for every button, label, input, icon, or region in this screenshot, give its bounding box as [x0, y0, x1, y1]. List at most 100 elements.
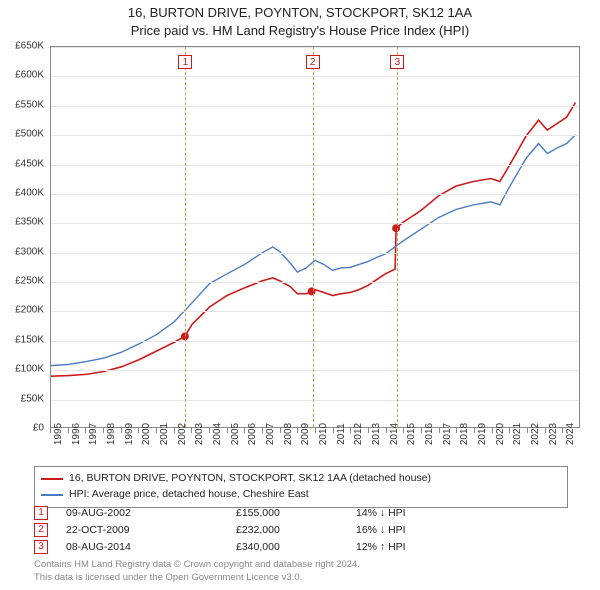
x-tick	[421, 428, 422, 433]
x-tick	[368, 428, 369, 433]
y-axis-label: £100K	[15, 364, 44, 375]
legend: 16, BURTON DRIVE, POYNTON, STOCKPORT, SK…	[34, 466, 568, 508]
event-num-box-2: 3	[34, 540, 48, 554]
y-gridline	[51, 76, 579, 77]
sale-marker	[308, 287, 316, 295]
events-table: 1 09-AUG-2002 £155,000 14% ↓ HPI 2 22-OC…	[34, 505, 568, 555]
event-price-0: £155,000	[236, 505, 356, 522]
event-flag: 1	[178, 55, 192, 69]
event-price-2: £340,000	[236, 539, 356, 556]
y-axis-label: £200K	[15, 305, 44, 316]
x-tick	[386, 428, 387, 433]
event-num-0: 1	[38, 505, 44, 521]
y-axis-label: £0	[33, 423, 44, 434]
event-num-1: 2	[38, 522, 44, 538]
y-gridline	[51, 341, 579, 342]
legend-swatch-0	[41, 478, 63, 480]
x-tick	[174, 428, 175, 433]
x-tick	[121, 428, 122, 433]
y-gridline	[51, 253, 579, 254]
event-num-box-0: 1	[34, 506, 48, 520]
y-gridline	[51, 165, 579, 166]
y-axis-label: £450K	[15, 158, 44, 169]
x-tick	[439, 428, 440, 433]
legend-swatch-1	[41, 494, 63, 496]
legend-item-0: 16, BURTON DRIVE, POYNTON, STOCKPORT, SK…	[41, 471, 561, 487]
event-num-2: 3	[38, 539, 44, 555]
y-gridline	[51, 223, 579, 224]
x-tick	[244, 428, 245, 433]
y-axis-label: £400K	[15, 187, 44, 198]
y-gridline	[51, 370, 579, 371]
y-axis-label: £250K	[15, 276, 44, 287]
title-block: 16, BURTON DRIVE, POYNTON, STOCKPORT, SK…	[0, 0, 600, 39]
x-tick	[509, 428, 510, 433]
footer-note: Contains HM Land Registry data © Crown c…	[34, 559, 360, 585]
y-gridline	[51, 106, 579, 107]
x-tick	[68, 428, 69, 433]
event-date-0: 09-AUG-2002	[66, 505, 236, 522]
x-tick	[350, 428, 351, 433]
y-axis-labels: £0£50K£100K£150K£200K£250K£300K£350K£400…	[0, 46, 48, 428]
plot-area: 1 2 3	[50, 46, 580, 428]
x-tick	[209, 428, 210, 433]
y-axis-label: £650K	[15, 41, 44, 52]
footer-line-2: This data is licensed under the Open Gov…	[34, 572, 360, 585]
title-line-2: Price paid vs. HM Land Registry's House …	[0, 22, 600, 40]
x-tick	[315, 428, 316, 433]
x-tick	[456, 428, 457, 433]
event-vline	[397, 47, 398, 427]
y-axis-label: £50K	[21, 393, 44, 404]
x-tick	[103, 428, 104, 433]
y-axis-label: £600K	[15, 70, 44, 81]
x-tick	[280, 428, 281, 433]
x-tick	[156, 428, 157, 433]
y-axis-label: £550K	[15, 99, 44, 110]
x-tick	[227, 428, 228, 433]
x-tick	[474, 428, 475, 433]
legend-item-1: HPI: Average price, detached house, Ches…	[41, 487, 561, 503]
event-pct-0: 14% ↓ HPI	[356, 505, 406, 522]
x-axis-label: 2024	[565, 423, 593, 445]
y-gridline	[51, 194, 579, 195]
legend-label-1: HPI: Average price, detached house, Ches…	[69, 487, 309, 503]
y-gridline	[51, 311, 579, 312]
x-tick	[262, 428, 263, 433]
event-num-box-1: 2	[34, 523, 48, 537]
event-row-0: 1 09-AUG-2002 £155,000 14% ↓ HPI	[34, 505, 568, 522]
event-price-1: £232,000	[236, 522, 356, 539]
event-flag: 3	[390, 55, 404, 69]
footer-line-1: Contains HM Land Registry data © Crown c…	[34, 559, 360, 572]
event-row-2: 3 08-AUG-2014 £340,000 12% ↑ HPI	[34, 539, 568, 556]
event-date-2: 08-AUG-2014	[66, 539, 236, 556]
x-tick	[85, 428, 86, 433]
y-axis-label: £150K	[15, 334, 44, 345]
event-pct-1: 16% ↓ HPI	[356, 522, 406, 539]
x-tick	[527, 428, 528, 433]
x-tick	[492, 428, 493, 433]
event-date-1: 22-OCT-2009	[66, 522, 236, 539]
event-row-1: 2 22-OCT-2009 £232,000 16% ↓ HPI	[34, 522, 568, 539]
chart-container: 16, BURTON DRIVE, POYNTON, STOCKPORT, SK…	[0, 0, 600, 590]
y-axis-label: £500K	[15, 129, 44, 140]
event-flag: 2	[306, 55, 320, 69]
x-tick	[403, 428, 404, 433]
x-tick	[191, 428, 192, 433]
x-tick	[50, 428, 51, 433]
y-gridline	[51, 400, 579, 401]
event-pct-2: 12% ↑ HPI	[356, 539, 406, 556]
y-gridline	[51, 47, 579, 48]
x-tick	[138, 428, 139, 433]
y-axis-label: £350K	[15, 217, 44, 228]
y-gridline	[51, 282, 579, 283]
title-line-1: 16, BURTON DRIVE, POYNTON, STOCKPORT, SK…	[0, 4, 600, 22]
sale-marker	[392, 224, 400, 232]
x-tick	[562, 428, 563, 433]
x-tick	[297, 428, 298, 433]
x-tick	[545, 428, 546, 433]
legend-label-0: 16, BURTON DRIVE, POYNTON, STOCKPORT, SK…	[69, 471, 431, 487]
event-vline	[313, 47, 314, 427]
y-gridline	[51, 135, 579, 136]
x-axis-labels: 1995199619971998199920002001200220032004…	[50, 428, 580, 462]
y-axis-label: £300K	[15, 246, 44, 257]
